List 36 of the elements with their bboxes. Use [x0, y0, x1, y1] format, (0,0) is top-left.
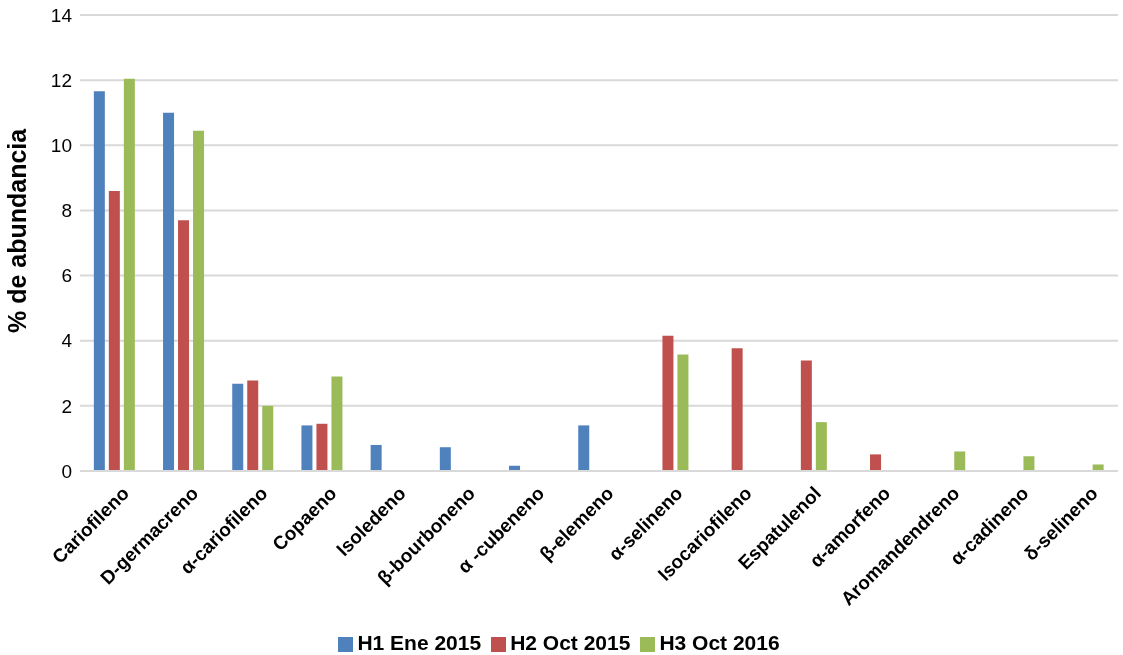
y-tick-label: 10 — [50, 135, 72, 157]
bar — [93, 91, 105, 471]
bar — [870, 454, 882, 471]
bar — [108, 190, 120, 471]
bar — [662, 335, 674, 471]
bar — [800, 360, 812, 471]
y-tick-label: 6 — [61, 265, 72, 287]
bar — [1092, 464, 1104, 471]
bar — [232, 383, 244, 471]
legend-label: H1 Ene 2015 — [357, 631, 482, 654]
y-tick-label: 14 — [50, 4, 73, 26]
bar — [262, 405, 274, 471]
bar — [123, 78, 135, 471]
bar — [247, 380, 259, 471]
bar — [1023, 456, 1035, 471]
y-tick-label: 2 — [61, 395, 72, 417]
bar — [301, 425, 313, 471]
bar — [815, 422, 827, 471]
y-tick-label: 0 — [61, 460, 72, 482]
y-axis-title: % de abundancia — [2, 127, 31, 333]
legend-label: H2 Oct 2015 — [510, 631, 631, 654]
bar — [731, 348, 743, 471]
bar — [439, 447, 451, 471]
bar — [178, 220, 190, 471]
legend-label: H3 Oct 2016 — [659, 631, 780, 654]
y-tick-label: 12 — [50, 69, 72, 91]
bar — [954, 451, 966, 471]
bar — [316, 423, 328, 471]
bar — [578, 425, 590, 471]
bar — [193, 130, 205, 471]
bar — [163, 112, 175, 471]
bar — [677, 354, 689, 471]
y-tick-label: 4 — [61, 330, 73, 352]
bar — [370, 444, 382, 471]
bar — [331, 376, 343, 471]
y-tick-label: 8 — [61, 200, 72, 222]
